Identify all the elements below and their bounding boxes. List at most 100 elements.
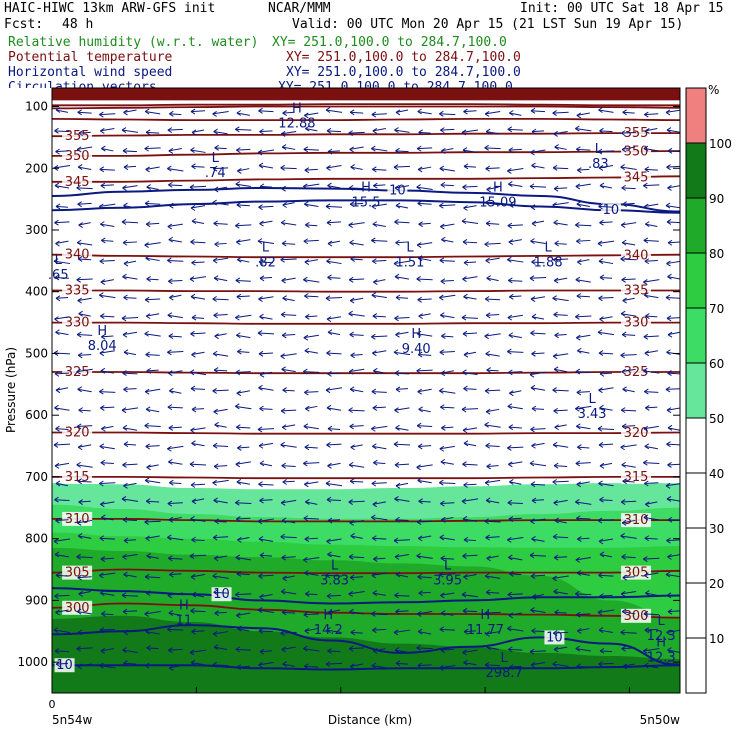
wind-vector	[620, 352, 637, 359]
wind-vector	[439, 571, 456, 578]
wind-vector-shaft	[439, 113, 456, 116]
wind-vector	[282, 387, 295, 394]
wind-vector-shaft	[53, 538, 71, 542]
wind-vector-shaft	[507, 628, 524, 632]
wind-vector-shaft	[371, 613, 388, 616]
wind-vector	[237, 168, 250, 174]
wind-vector	[123, 629, 137, 636]
wind-vector-shaft	[282, 297, 295, 302]
wind-vector-head	[509, 570, 514, 577]
wind-vector-shaft	[598, 260, 614, 265]
wind-vector-shaft	[146, 500, 160, 503]
wind-vector-shaft	[257, 518, 275, 522]
wind-vector	[462, 239, 478, 245]
wind-vector	[394, 315, 410, 322]
wind-vector-head	[507, 445, 512, 451]
wind-vector-head	[599, 316, 604, 323]
wind-vector-shaft	[350, 663, 364, 667]
wind-vector-shaft	[530, 574, 546, 577]
wind-vector-shaft	[99, 482, 116, 485]
wind-vector-shaft	[282, 202, 295, 206]
wind-vector	[214, 518, 227, 525]
wind-vector-head	[461, 591, 467, 598]
wind-vector-shaft	[552, 663, 569, 667]
wind-vector-shaft	[531, 316, 545, 320]
wind-vector-head	[100, 648, 106, 654]
wind-vector	[303, 146, 319, 153]
wind-vector-head	[394, 647, 400, 654]
wind-vector-head	[599, 647, 605, 654]
wind-vector	[236, 293, 250, 300]
wind-vector-shaft	[416, 647, 433, 650]
wind-vector-shaft	[463, 630, 477, 633]
wind-vector-head	[622, 574, 627, 581]
wind-vector-head	[144, 573, 150, 580]
wind-vector-shaft	[531, 538, 545, 542]
wind-vector	[666, 441, 680, 448]
wind-vector-head	[54, 593, 59, 600]
wind-vector-head	[553, 554, 559, 561]
wind-vector-head	[213, 644, 219, 651]
wind-vector	[212, 479, 229, 486]
wind-vector	[667, 273, 680, 280]
wind-vector	[280, 441, 297, 448]
wind-vector-shaft	[169, 113, 182, 116]
wind-vector-head	[236, 110, 242, 116]
wind-vector-shaft	[665, 574, 680, 578]
wind-vector-shaft	[371, 391, 387, 393]
wind-vector-shaft	[76, 187, 93, 190]
wind-vector-head	[484, 479, 490, 486]
wind-vector-head	[327, 517, 333, 524]
wind-vector-shaft	[212, 479, 229, 484]
wind-vector-head	[258, 536, 264, 542]
wind-vector	[280, 219, 297, 226]
wind-vector-shaft	[507, 314, 523, 319]
wind-vector-head	[599, 127, 604, 134]
wind-vector-shaft	[145, 202, 161, 205]
wind-vector-shaft	[553, 167, 569, 170]
wind-vector-shaft	[575, 224, 592, 227]
wind-vector	[282, 661, 295, 667]
wind-vector-shaft	[416, 186, 433, 190]
wind-vector-head	[350, 164, 355, 170]
wind-vector-head	[620, 352, 625, 359]
wind-vector-head	[440, 458, 446, 465]
wind-vector	[146, 644, 159, 651]
wind-vector-shaft	[462, 241, 478, 244]
wind-vector-shaft	[99, 168, 115, 171]
wind-vector-shaft	[78, 535, 92, 539]
wind-vector-head	[416, 145, 422, 152]
wind-vector-head	[101, 425, 106, 432]
wind-vector-head	[303, 368, 308, 375]
wind-vector-head	[576, 112, 582, 119]
wind-vector	[144, 242, 161, 248]
wind-vector	[122, 647, 138, 654]
wind-vector-shaft	[214, 465, 228, 467]
wind-vector	[99, 111, 116, 118]
wind-vector	[55, 517, 69, 524]
wind-vector-shaft	[621, 591, 637, 595]
wind-vector-head	[326, 404, 332, 411]
wind-vector-shaft	[169, 204, 182, 207]
wind-vector	[485, 350, 500, 357]
wind-vector-shaft	[146, 555, 159, 559]
wind-vector-shaft	[597, 519, 615, 522]
wind-vector-head	[349, 146, 354, 153]
wind-vector	[508, 554, 523, 561]
wind-vector	[349, 201, 364, 208]
wind-vector	[461, 591, 479, 598]
wind-vector	[280, 130, 297, 137]
wind-vector-head	[121, 407, 127, 414]
wind-vector	[393, 629, 411, 636]
wind-vector	[235, 277, 251, 284]
wind-vector-shaft	[393, 260, 411, 265]
wind-vector-head	[326, 442, 331, 448]
wind-vector-shaft	[303, 425, 319, 430]
wind-vector	[575, 460, 591, 467]
wind-vector	[576, 146, 591, 153]
wind-vector	[146, 464, 159, 471]
wind-vector-head	[552, 110, 557, 117]
wind-vector	[281, 462, 296, 469]
theta-label-315: 315	[65, 470, 90, 485]
